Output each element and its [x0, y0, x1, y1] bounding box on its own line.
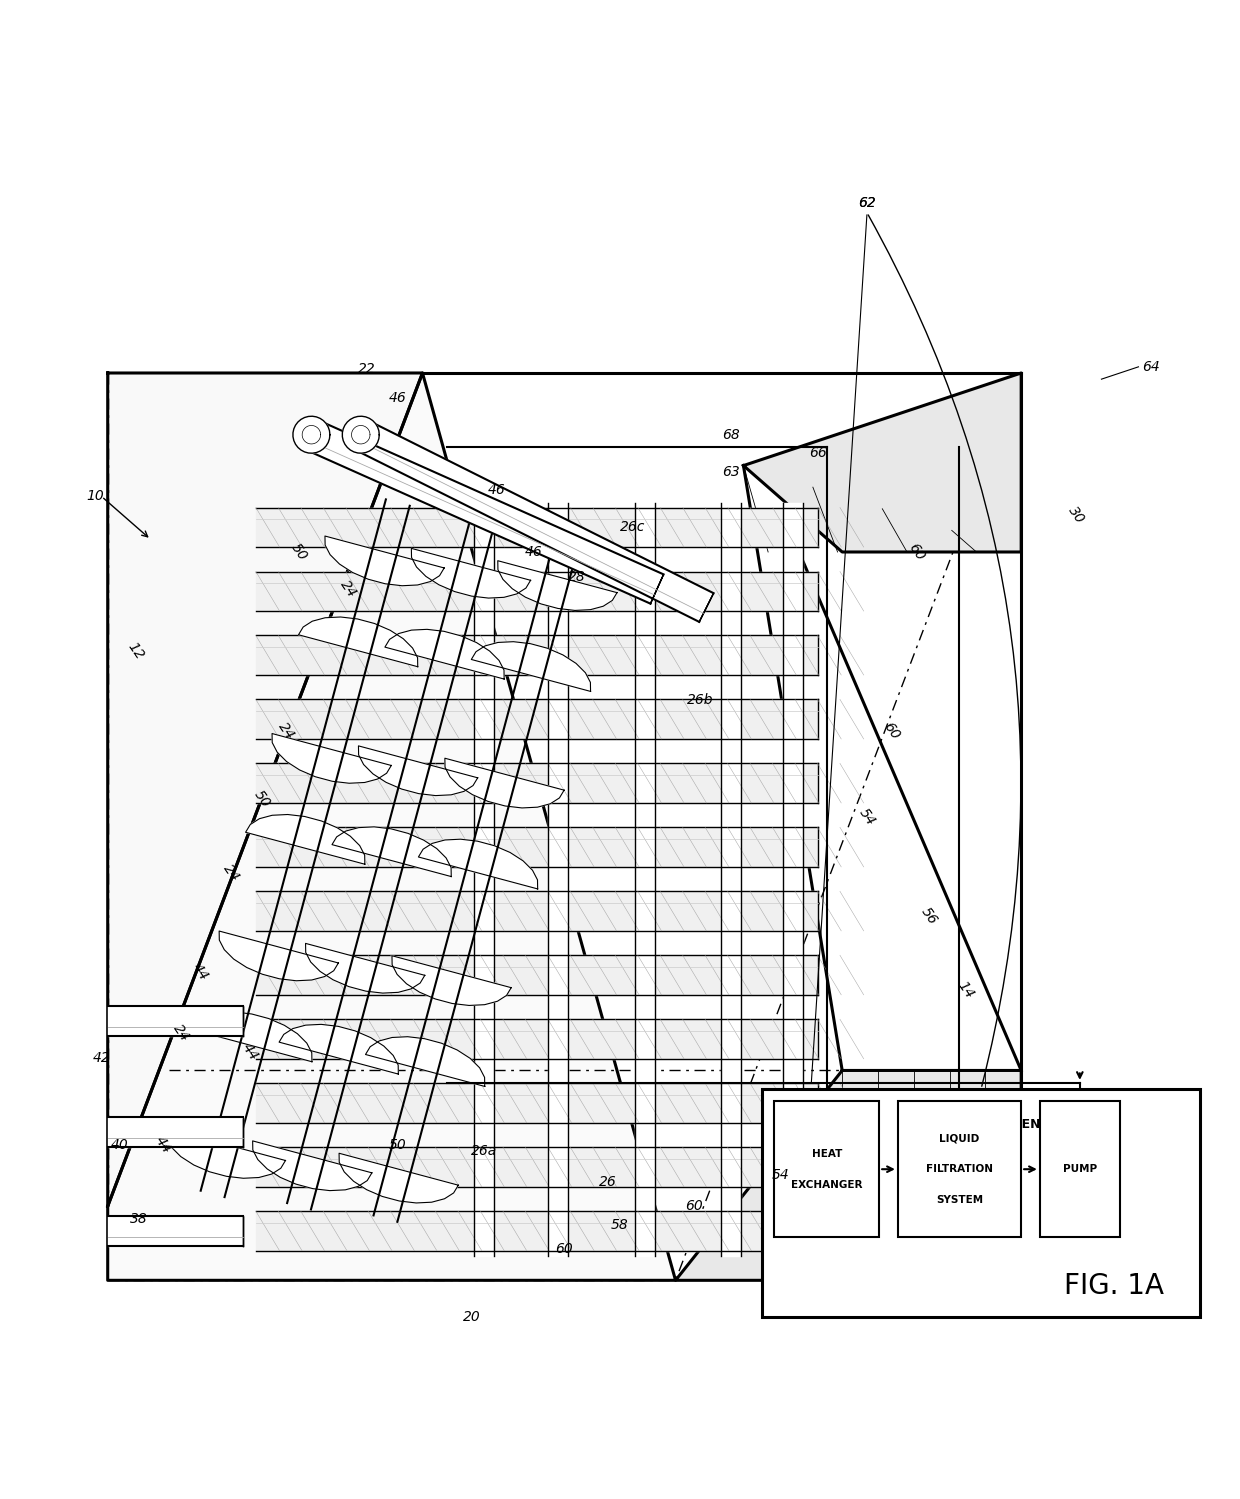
Text: 10: 10 [87, 490, 104, 504]
Text: SYSTEM: SYSTEM [936, 1195, 983, 1205]
Polygon shape [744, 373, 1022, 552]
Text: 26b: 26b [687, 693, 713, 708]
Polygon shape [358, 747, 477, 796]
Text: 44: 44 [190, 961, 211, 983]
Text: LIQUID TREATMENT: LIQUID TREATMENT [913, 1117, 1049, 1130]
Text: 60: 60 [905, 541, 928, 564]
Polygon shape [108, 373, 676, 1280]
Text: 42: 42 [93, 1051, 110, 1066]
Text: 40: 40 [112, 1138, 129, 1151]
Text: 50: 50 [389, 1138, 407, 1151]
Polygon shape [342, 417, 379, 453]
Polygon shape [418, 839, 538, 889]
Text: 26a: 26a [471, 1144, 497, 1157]
Polygon shape [108, 1006, 243, 1036]
Text: 12: 12 [125, 640, 146, 663]
Bar [898, 1102, 1022, 1237]
Bar [761, 1088, 1200, 1318]
Text: 44: 44 [153, 1133, 174, 1156]
Text: 20: 20 [463, 1310, 481, 1324]
Text: 60: 60 [556, 1243, 573, 1256]
Polygon shape [299, 618, 418, 667]
Text: EXCHANGER: EXCHANGER [791, 1180, 863, 1190]
Text: 54: 54 [771, 1168, 790, 1183]
Text: FILTRATION: FILTRATION [926, 1165, 993, 1174]
Polygon shape [305, 420, 663, 604]
Polygon shape [192, 1012, 312, 1061]
Polygon shape [219, 931, 339, 980]
Text: 26: 26 [599, 1175, 616, 1189]
Text: 50: 50 [252, 787, 273, 809]
Text: 22: 22 [358, 363, 376, 376]
Polygon shape [497, 561, 618, 610]
Polygon shape [246, 814, 365, 865]
Text: 38: 38 [130, 1211, 148, 1226]
Polygon shape [676, 1070, 1022, 1280]
Bar [774, 1102, 879, 1237]
Text: 68: 68 [722, 427, 740, 442]
Polygon shape [108, 1117, 243, 1147]
Polygon shape [272, 733, 392, 784]
Text: 44: 44 [239, 1040, 260, 1063]
Text: 30: 30 [1066, 504, 1087, 526]
Text: HEAT: HEAT [812, 1148, 842, 1159]
Text: 14: 14 [955, 979, 976, 1001]
Polygon shape [339, 1153, 459, 1204]
Polygon shape [384, 630, 505, 679]
Text: 24: 24 [337, 577, 360, 600]
Text: 46: 46 [525, 546, 542, 559]
Polygon shape [353, 420, 713, 622]
Text: 58: 58 [611, 1217, 629, 1232]
Text: 24: 24 [221, 862, 242, 884]
Polygon shape [108, 373, 423, 1207]
Polygon shape [471, 642, 590, 691]
Polygon shape [279, 1024, 398, 1075]
Text: 63: 63 [722, 465, 740, 478]
Text: 46: 46 [487, 483, 506, 498]
Text: 64: 64 [1142, 360, 1159, 373]
Polygon shape [293, 417, 330, 453]
Text: 60: 60 [686, 1199, 703, 1213]
Polygon shape [366, 1037, 485, 1087]
Text: 54: 54 [856, 806, 878, 829]
Polygon shape [108, 1216, 243, 1246]
Text: 28: 28 [568, 570, 585, 583]
Text: PUMP: PUMP [1063, 1165, 1097, 1174]
Text: 62: 62 [858, 196, 875, 210]
Text: 26c: 26c [620, 520, 645, 534]
Text: SYSTEM: SYSTEM [952, 1147, 1009, 1160]
Polygon shape [253, 1141, 372, 1190]
Text: 62: 62 [858, 196, 875, 210]
Text: 50: 50 [288, 541, 310, 564]
Polygon shape [305, 943, 425, 994]
Text: LIQUID: LIQUID [940, 1133, 980, 1144]
Polygon shape [332, 827, 451, 877]
Text: 56: 56 [918, 905, 940, 928]
Polygon shape [392, 956, 511, 1006]
Text: 46: 46 [389, 391, 407, 405]
Text: 24: 24 [275, 720, 298, 742]
Polygon shape [166, 1129, 285, 1178]
Polygon shape [412, 549, 531, 598]
Text: 66: 66 [808, 447, 826, 460]
Polygon shape [325, 537, 444, 586]
Bar [1039, 1102, 1120, 1237]
Text: 60: 60 [880, 720, 903, 742]
Text: 24: 24 [171, 1022, 192, 1045]
Text: FIG. 1A: FIG. 1A [1064, 1273, 1164, 1301]
Polygon shape [445, 758, 564, 808]
